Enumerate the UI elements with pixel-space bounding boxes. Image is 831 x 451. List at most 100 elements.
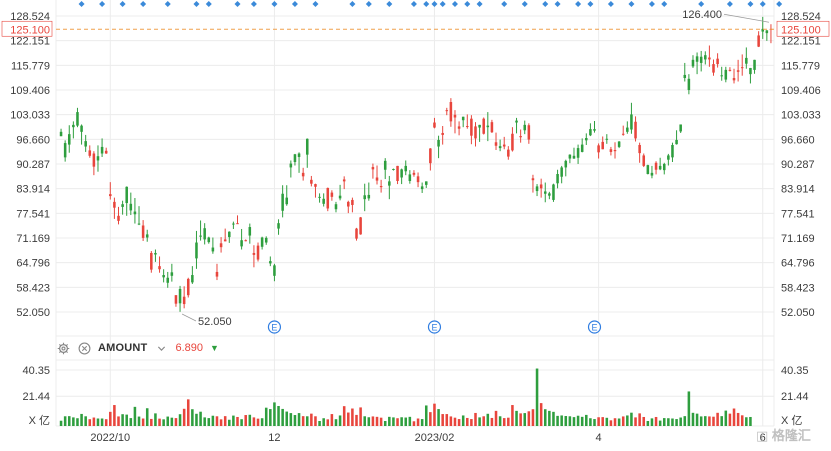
candle-body bbox=[396, 165, 399, 181]
candle bbox=[502, 136, 506, 150]
volume-bar bbox=[478, 417, 481, 426]
candle-body bbox=[626, 127, 629, 132]
volume-bar bbox=[580, 416, 584, 426]
price-tick-right: 96.660 bbox=[781, 134, 815, 146]
candle bbox=[699, 50, 703, 72]
candle-body bbox=[228, 231, 231, 238]
candle bbox=[166, 271, 170, 288]
settings-gear-icon[interactable] bbox=[56, 341, 70, 355]
candle-body bbox=[515, 120, 518, 123]
event-marker bbox=[698, 1, 705, 7]
price-tick-left: 115.779 bbox=[11, 60, 50, 72]
volume-bar bbox=[133, 406, 137, 426]
volume-bar bbox=[740, 415, 744, 426]
candle bbox=[203, 223, 206, 245]
volume-bar bbox=[404, 417, 408, 426]
candle bbox=[104, 147, 108, 154]
candle-body bbox=[223, 239, 227, 242]
candle bbox=[195, 230, 198, 269]
candle bbox=[449, 98, 453, 127]
candle-body bbox=[687, 78, 691, 91]
chevron-down-icon[interactable] bbox=[154, 341, 168, 355]
candle bbox=[679, 124, 682, 133]
event-marker bbox=[119, 1, 126, 7]
candle-body bbox=[543, 191, 547, 194]
volume-bar bbox=[223, 416, 227, 426]
volume-bar bbox=[490, 417, 494, 426]
candle-body bbox=[552, 184, 555, 200]
price-tick-left: 83.914 bbox=[16, 184, 50, 196]
candle bbox=[248, 223, 252, 244]
price-tick-right: 103.033 bbox=[781, 110, 821, 122]
volume-bar bbox=[211, 415, 215, 426]
candle bbox=[207, 236, 211, 244]
candle bbox=[416, 172, 420, 188]
volume-bar bbox=[519, 413, 522, 426]
event-marker bbox=[410, 1, 417, 7]
volume-bar bbox=[589, 418, 592, 426]
watermark-logo: ◫ 格隆汇 bbox=[756, 428, 811, 443]
volume-bar bbox=[437, 409, 440, 426]
volume-bar bbox=[256, 418, 260, 426]
volume-bar bbox=[704, 416, 707, 426]
candle-body bbox=[597, 145, 600, 153]
candle-body bbox=[240, 240, 243, 247]
volume-bar bbox=[461, 415, 465, 426]
close-indicator-icon[interactable] bbox=[77, 341, 91, 355]
low-annotation-leader bbox=[181, 313, 197, 322]
candle bbox=[400, 168, 403, 185]
price-tick-left: 64.796 bbox=[16, 258, 50, 270]
volume-bar bbox=[219, 419, 223, 426]
event-marker bbox=[349, 1, 356, 7]
volume-bar bbox=[474, 412, 477, 426]
volume-bar bbox=[535, 368, 539, 426]
volume-bar bbox=[494, 410, 498, 426]
candle bbox=[150, 251, 153, 273]
candle bbox=[621, 125, 625, 136]
volume-bar bbox=[314, 416, 317, 426]
candle-body bbox=[630, 114, 633, 130]
volume-bar bbox=[457, 419, 461, 426]
candle bbox=[219, 237, 223, 253]
price-tick-right: 122.151 bbox=[781, 36, 821, 48]
candle bbox=[740, 54, 744, 76]
candle bbox=[117, 206, 120, 225]
candle bbox=[412, 170, 416, 177]
candle-body bbox=[441, 132, 444, 135]
candle-body bbox=[248, 227, 252, 236]
candle bbox=[314, 183, 317, 198]
candle bbox=[338, 184, 342, 201]
volume-bar bbox=[80, 413, 83, 426]
volume-bar bbox=[420, 419, 424, 426]
candle-body bbox=[667, 155, 670, 160]
volume-bar bbox=[466, 417, 469, 426]
volume-bar bbox=[728, 413, 732, 426]
volume-bar bbox=[531, 409, 535, 426]
candle-body bbox=[560, 167, 563, 177]
volume-series bbox=[59, 368, 752, 426]
candle bbox=[511, 127, 514, 152]
indicator-name[interactable]: AMOUNT bbox=[98, 342, 148, 354]
volume-bar bbox=[125, 414, 128, 426]
earnings-marker-letter: E bbox=[271, 323, 277, 333]
candle-body bbox=[683, 74, 687, 79]
candle bbox=[424, 181, 428, 188]
candle bbox=[490, 119, 494, 133]
candle bbox=[100, 138, 104, 157]
volume-bar bbox=[671, 418, 674, 426]
candle-body bbox=[367, 194, 371, 199]
volume-bar bbox=[129, 418, 133, 426]
candle bbox=[396, 165, 399, 185]
volume-bar bbox=[691, 412, 695, 426]
volume-bar bbox=[498, 416, 502, 426]
candle-body bbox=[580, 144, 584, 152]
candle bbox=[708, 45, 711, 67]
candle bbox=[482, 117, 485, 135]
price-tick-right: 52.050 bbox=[781, 307, 815, 319]
volume-bar bbox=[695, 413, 699, 426]
volume-bar bbox=[347, 412, 350, 426]
candle-body bbox=[482, 118, 485, 134]
volume-bar bbox=[654, 416, 658, 426]
candle-body bbox=[334, 204, 338, 210]
candle-body bbox=[617, 141, 621, 147]
